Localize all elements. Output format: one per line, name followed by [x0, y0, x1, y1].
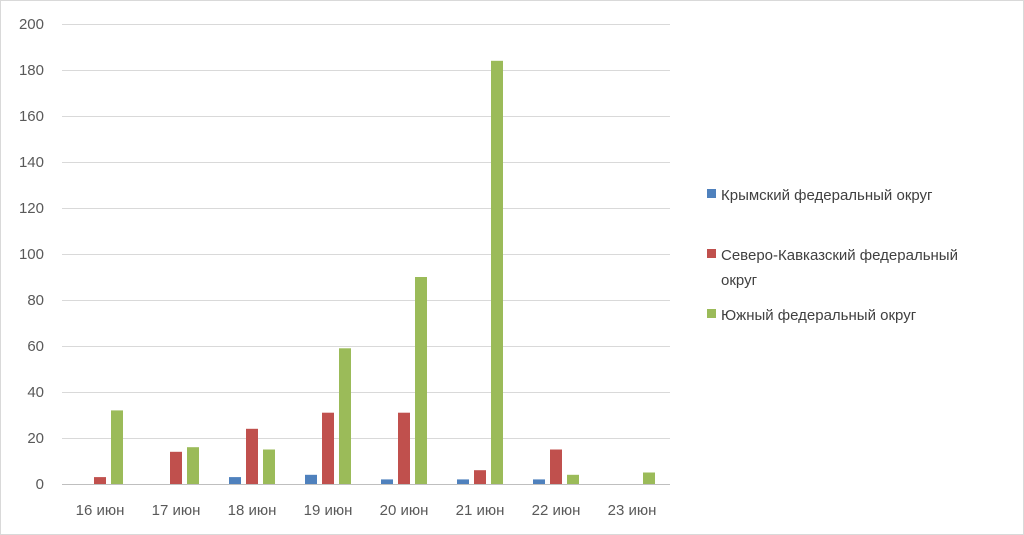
y-tick-label: 0: [36, 476, 44, 493]
x-tick-label: 16 июн: [76, 502, 125, 519]
y-tick-label: 60: [27, 338, 44, 355]
legend-label: Крымский федеральный округ: [721, 187, 933, 204]
bar: [246, 428, 258, 484]
bar: [550, 449, 562, 484]
y-tick-label: 140: [19, 154, 44, 171]
bar: [187, 447, 199, 484]
bar: [322, 412, 334, 484]
bar: [305, 474, 317, 484]
bar: [94, 477, 106, 484]
legend-label: Южный федеральный округ: [721, 307, 917, 324]
bar: [533, 479, 545, 484]
bar: [457, 479, 469, 484]
x-tick-label: 21 июн: [456, 502, 505, 519]
y-tick-label: 120: [19, 200, 44, 217]
x-tick-label: 23 июн: [608, 502, 657, 519]
y-tick-label: 20: [27, 430, 44, 447]
bar: [263, 449, 275, 484]
bar: [339, 348, 351, 484]
bar: [415, 277, 427, 484]
y-tick-label: 100: [19, 246, 44, 263]
y-tick-label: 160: [19, 108, 44, 125]
bar: [229, 477, 241, 484]
legend: Крымский федеральный округ Северо-Кавказс…: [707, 187, 958, 324]
bar: [111, 410, 123, 484]
bars: [94, 60, 655, 485]
y-axis-tick-labels: 0 20 40 60 80 100 120 140 160 180 200: [19, 16, 44, 493]
bar: [567, 474, 579, 484]
bar: [491, 60, 503, 485]
bar: [398, 412, 410, 484]
bar: [170, 451, 182, 484]
bar: [474, 470, 486, 484]
legend-label: Северо-Кавказский федеральный: [721, 247, 958, 264]
x-tick-label: 18 июн: [228, 502, 277, 519]
gridlines: [62, 24, 670, 439]
x-tick-label: 20 июн: [380, 502, 429, 519]
y-tick-label: 80: [27, 292, 44, 309]
legend-swatch: [707, 189, 716, 198]
x-axis-tick-labels: 16 июн 17 июн 18 июн 19 июн 20 июн 21 июн 22 и…: [76, 502, 657, 519]
legend-swatch: [707, 309, 716, 318]
y-tick-label: 200: [19, 16, 44, 33]
legend-label: округ: [721, 272, 758, 289]
legend-swatch: [707, 249, 716, 258]
y-tick-label: 40: [27, 384, 44, 401]
y-tick-label: 180: [19, 62, 44, 79]
x-tick-label: 17 июн: [152, 502, 201, 519]
bar: [643, 472, 655, 484]
x-tick-label: 19 июн: [304, 502, 353, 519]
x-tick-label: 22 июн: [532, 502, 581, 519]
bar: [381, 479, 393, 484]
